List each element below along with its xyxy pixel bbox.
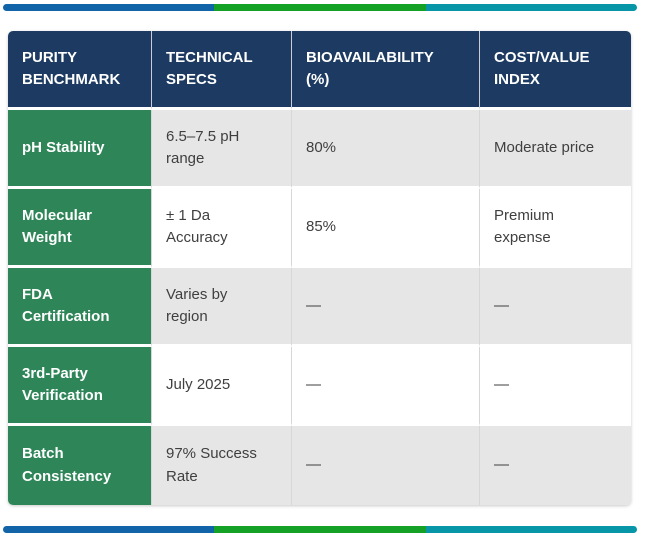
table-row: 3rd-Party Verification July 2025 — — <box>8 347 631 426</box>
top-accent-bar <box>3 4 637 11</box>
header-cell-bioavailability: BIOAVAILABILITY (%) <box>292 31 480 110</box>
benchmark-label: 3rd-Party Verification <box>22 364 103 405</box>
bioavailability-value: — <box>306 296 321 314</box>
benchmark-label: Molecular Weight <box>22 206 93 247</box>
specs-value: 97% Success Rate <box>166 445 257 485</box>
bioavailability-cell: — <box>292 268 480 347</box>
accent-segment-green <box>214 4 426 11</box>
table-row: Batch Consistency 97% Success Rate — — <box>8 426 631 505</box>
header-cell-technical-specs: TECHNICAL SPECS <box>152 31 292 110</box>
benchmark-label: pH Stability <box>22 138 105 156</box>
specs-cell: 97% Success Rate <box>152 426 292 505</box>
benchmark-label: Batch Consistency <box>22 445 112 485</box>
accent-segment-green <box>214 526 426 533</box>
specs-value: ± 1 Da Accuracy <box>166 206 228 247</box>
table-row: FDA Certification Varies by region — — <box>8 268 631 347</box>
header-cell-cost-value-index: COST/VALUE INDEX <box>480 31 631 110</box>
bioavailability-value: 85% <box>306 217 337 235</box>
bioavailability-cell: — <box>292 347 480 426</box>
accent-segment-blue <box>3 526 215 533</box>
cost-value-cell: Premium expense <box>480 189 631 268</box>
bottom-accent-bar <box>3 526 637 533</box>
header-label: COST/VALUE INDEX <box>494 48 590 89</box>
specs-cell: 6.5–7.5 pH range <box>152 110 292 189</box>
cost-value-cell: — <box>480 268 631 347</box>
bioavailability-cell: — <box>292 426 480 505</box>
specs-value: July 2025 <box>166 375 231 393</box>
table-row: Molecular Weight ± 1 Da Accuracy 85% Pre… <box>8 189 631 268</box>
specs-value: Varies by region <box>166 285 228 326</box>
header-cell-purity-benchmark: PURITY BENCHMARK <box>8 31 152 110</box>
cost-value: — <box>494 296 509 314</box>
header-label: BIOAVAILABILITY (%) <box>306 48 434 89</box>
specs-value: 6.5–7.5 pH range <box>166 127 240 168</box>
bioavailability-value: — <box>306 375 321 393</box>
benchmark-label: FDA Certification <box>22 285 110 326</box>
specs-cell: Varies by region <box>152 268 292 347</box>
benchmark-cell: Molecular Weight <box>8 189 152 268</box>
header-label: PURITY BENCHMARK <box>22 48 121 89</box>
benchmark-cell: Batch Consistency <box>8 426 152 505</box>
accent-segment-teal <box>425 526 637 533</box>
benchmark-cell: pH Stability <box>8 110 152 189</box>
table-header-row: PURITY BENCHMARK TECHNICAL SPECS BIOAVAI… <box>8 31 631 110</box>
bioavailability-cell: 80% <box>292 110 480 189</box>
accent-segment-blue <box>3 4 215 11</box>
specs-cell: ± 1 Da Accuracy <box>152 189 292 268</box>
benchmark-cell: FDA Certification <box>8 268 152 347</box>
cost-value: Premium expense <box>494 206 555 247</box>
benchmark-cell: 3rd-Party Verification <box>8 347 152 426</box>
bioavailability-value: — <box>306 456 321 474</box>
cost-value-cell: — <box>480 426 631 505</box>
cost-value: — <box>494 375 509 393</box>
table-row: pH Stability 6.5–7.5 pH range 80% Modera… <box>8 110 631 189</box>
bioavailability-value: 80% <box>306 138 337 156</box>
cost-value-cell: Moderate price <box>480 110 631 189</box>
bioavailability-cell: 85% <box>292 189 480 268</box>
benchmark-table: PURITY BENCHMARK TECHNICAL SPECS BIOAVAI… <box>8 31 631 505</box>
accent-segment-teal <box>425 4 637 11</box>
cost-value: Moderate price <box>494 138 595 156</box>
cost-value: — <box>494 456 509 474</box>
cost-value-cell: — <box>480 347 631 426</box>
header-label: TECHNICAL SPECS <box>166 48 253 89</box>
specs-cell: July 2025 <box>152 347 292 426</box>
